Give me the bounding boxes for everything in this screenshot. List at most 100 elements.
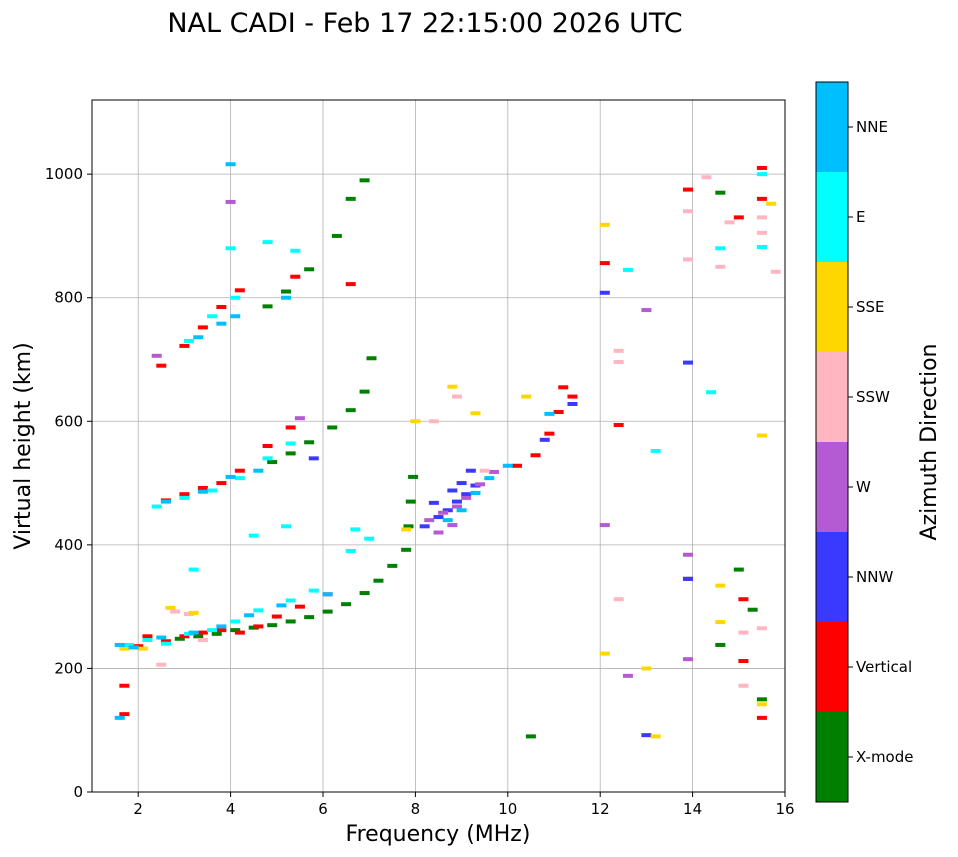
- colorbar-swatch: [816, 82, 848, 172]
- data-point: [539, 437, 550, 442]
- data-point: [706, 390, 717, 395]
- colorbar-tick-label: SSW: [856, 388, 890, 406]
- x-tick-label: 2: [133, 800, 143, 818]
- data-point: [345, 408, 356, 413]
- data-point: [682, 209, 693, 214]
- data-point: [179, 634, 190, 639]
- data-point: [715, 190, 726, 195]
- data-point: [290, 248, 301, 253]
- data-point: [216, 481, 227, 486]
- data-point: [197, 489, 208, 494]
- colorbar-swatch: [816, 622, 848, 712]
- data-point: [207, 628, 218, 633]
- x-tick-label: 6: [318, 800, 328, 818]
- data-point: [456, 508, 467, 513]
- data-point: [599, 222, 610, 227]
- data-point: [364, 536, 375, 541]
- data-point: [682, 360, 693, 365]
- data-point: [756, 230, 767, 235]
- data-point: [170, 609, 181, 614]
- data-point: [456, 481, 467, 486]
- data-point: [359, 591, 370, 596]
- data-point: [262, 240, 273, 245]
- data-point: [230, 628, 241, 633]
- data-point: [428, 419, 439, 424]
- data-point: [756, 245, 767, 250]
- series-e: [123, 172, 767, 647]
- data-point: [253, 608, 264, 613]
- colorbar-swatch: [816, 352, 848, 442]
- data-point: [599, 261, 610, 266]
- y-tick-label: 0: [73, 783, 83, 801]
- data-point: [234, 476, 245, 481]
- data-point: [234, 630, 245, 635]
- data-point: [756, 433, 767, 438]
- x-tick-label: 14: [683, 800, 702, 818]
- data-point: [230, 619, 241, 624]
- y-tick-label: 200: [54, 659, 83, 677]
- data-point: [650, 734, 661, 739]
- colorbar-swatch: [816, 442, 848, 532]
- data-point: [488, 469, 499, 474]
- data-point: [225, 246, 236, 251]
- data-point: [544, 431, 555, 436]
- data-point: [567, 401, 578, 406]
- data-point: [419, 524, 430, 529]
- data-point: [438, 510, 449, 515]
- data-point: [160, 641, 171, 646]
- data-point: [188, 630, 199, 635]
- data-point: [119, 712, 130, 717]
- data-point: [331, 233, 342, 238]
- data-point: [271, 614, 282, 619]
- data-point: [179, 495, 190, 500]
- colorbar-tick-label: Vertical: [856, 658, 912, 676]
- y-tick-label: 600: [54, 412, 83, 430]
- data-point: [179, 343, 190, 348]
- data-point: [599, 290, 610, 295]
- data-point: [230, 314, 241, 319]
- data-point: [641, 308, 652, 313]
- data-point: [738, 683, 749, 688]
- data-point: [304, 267, 315, 272]
- data-point: [724, 220, 735, 225]
- data-point: [114, 715, 125, 720]
- data-point: [599, 523, 610, 528]
- colorbar-tick-label: E: [856, 208, 865, 226]
- chart-title: NAL CADI - Feb 17 22:15:00 2026 UTC: [167, 8, 682, 39]
- data-point: [285, 619, 296, 624]
- data-point: [756, 715, 767, 720]
- data-point: [770, 269, 781, 274]
- data-point: [756, 196, 767, 201]
- data-point: [756, 172, 767, 177]
- data-point: [447, 384, 458, 389]
- data-point: [756, 165, 767, 170]
- data-point: [119, 683, 130, 688]
- data-point: [553, 410, 564, 415]
- series-w: [151, 199, 693, 678]
- data-point: [461, 492, 472, 497]
- data-point: [613, 597, 624, 602]
- data-point: [622, 267, 633, 272]
- data-point: [682, 257, 693, 262]
- data-point: [216, 304, 227, 309]
- data-point: [230, 295, 241, 300]
- data-point: [294, 416, 305, 421]
- data-point: [207, 314, 218, 319]
- data-point: [521, 394, 532, 399]
- y-tick-label: 1000: [45, 165, 83, 183]
- series-vertical: [119, 165, 767, 720]
- data-point: [137, 646, 148, 651]
- data-point: [142, 638, 153, 643]
- data-point: [733, 567, 744, 572]
- data-point: [756, 215, 767, 220]
- y-tick-label: 400: [54, 536, 83, 554]
- data-point: [447, 488, 458, 493]
- data-point: [451, 504, 462, 509]
- data-point: [160, 499, 171, 504]
- y-axis-ticks: 0 200 400 600 800 1000: [45, 165, 92, 801]
- data-point: [747, 607, 758, 612]
- x-tick-label: 8: [411, 800, 421, 818]
- data-point: [123, 642, 134, 647]
- series-nne: [114, 162, 555, 720]
- data-point: [682, 552, 693, 557]
